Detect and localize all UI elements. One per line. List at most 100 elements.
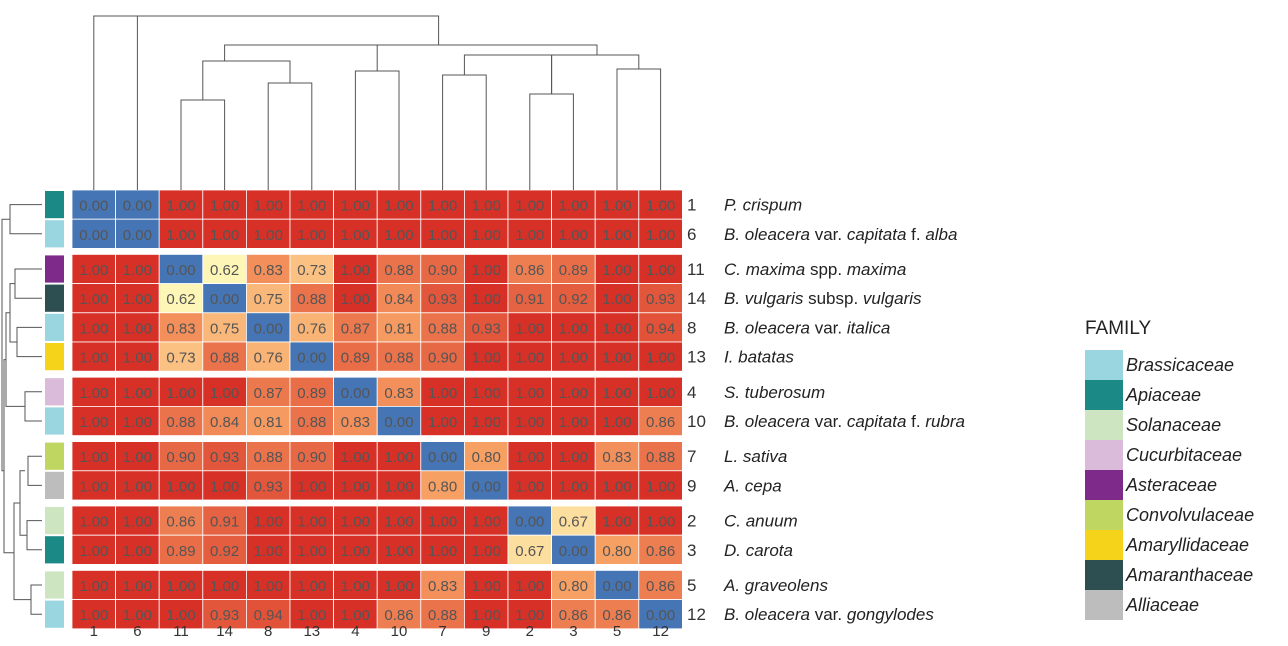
heatmap-cell [638, 253, 683, 284]
legend-label: Brassicaceae [1126, 354, 1235, 375]
cell-value: 1.00 [254, 227, 283, 244]
heatmap-cell [333, 441, 378, 472]
cell-value: 0.83 [166, 320, 195, 337]
heatmap-cell [202, 470, 247, 501]
family-strip-cell [45, 442, 64, 470]
heatmap-cell [463, 470, 509, 501]
cell-value: 1.00 [341, 227, 370, 244]
cell-value: 1.00 [79, 291, 108, 308]
cell-value: 1.00 [341, 198, 370, 215]
row-dendrogram-branch [26, 520, 42, 551]
cell-value: 1.00 [428, 198, 457, 215]
row-id-label: 6 [687, 225, 696, 244]
row-dendrogram-branch [16, 326, 42, 358]
column-id-label: 7 [438, 623, 446, 640]
legend-item: Amaryllidaceae [1085, 530, 1254, 560]
row-species-label: C. anuum [724, 512, 798, 531]
cell-value: 1.00 [210, 578, 239, 595]
cell-value: 0.86 [515, 262, 544, 279]
family-strip-cell [45, 407, 64, 435]
cell-value: 1.00 [559, 227, 588, 244]
heatmap-cell [638, 534, 683, 565]
column-id-label: 9 [482, 623, 490, 640]
heatmap-cell [420, 312, 465, 343]
legend-swatch [1085, 350, 1123, 380]
cell-value: 1.00 [166, 607, 195, 624]
cell-value: 1.00 [428, 543, 457, 560]
column-id-label: 8 [264, 623, 272, 640]
cell-value: 1.00 [472, 227, 501, 244]
cell-value: 0.62 [210, 262, 239, 279]
heatmap-cell [507, 505, 552, 536]
cell-value: 1.00 [297, 578, 326, 595]
heatmap-cell [202, 218, 247, 249]
heatmap-cell [638, 312, 683, 343]
cell-value: 0.92 [559, 291, 588, 308]
legend-item: Convolvulaceae [1085, 500, 1254, 530]
row-species-label: S. tuberosum [724, 383, 825, 402]
cell-value: 1.00 [166, 385, 195, 402]
heatmap-cell [376, 376, 422, 407]
cell-value: 1.00 [123, 320, 152, 337]
cell-value: 1.00 [646, 385, 675, 402]
heatmap-cell [245, 189, 291, 220]
cell-value: 0.75 [254, 291, 283, 308]
legend-label: Asteraceae [1126, 474, 1218, 495]
column-dendrogram-branch [202, 60, 291, 100]
row-id-label: 4 [687, 383, 696, 402]
cell-value: 1.00 [341, 607, 370, 624]
heatmap-cell [376, 570, 422, 601]
legend-swatch [1085, 530, 1123, 560]
cell-value: 0.90 [166, 449, 195, 466]
cell-value: 0.80 [559, 578, 588, 595]
heatmap-cell [158, 470, 204, 501]
cell-value: 1.00 [602, 478, 631, 495]
column-dendrogram-branch [267, 82, 313, 190]
cell-value: 0.91 [210, 514, 239, 531]
heatmap-cell [71, 376, 116, 407]
cell-value: 0.86 [646, 543, 675, 560]
heatmap-cell [420, 376, 465, 407]
cell-value: 1.00 [515, 478, 544, 495]
row-dendrogram-branch [5, 312, 25, 407]
cell-value: 1.00 [428, 414, 457, 431]
legend-item: Alliaceae [1085, 590, 1254, 620]
heatmap-cell [463, 283, 509, 314]
heatmap-cell [245, 599, 291, 630]
cell-value: 0.87 [254, 385, 283, 402]
column-id-label: 6 [133, 623, 141, 640]
heatmap-cell [115, 405, 160, 436]
cell-value: 1.00 [79, 262, 108, 279]
heatmap-cell [594, 341, 640, 372]
cell-value: 0.86 [646, 414, 675, 431]
cell-value: 0.73 [297, 262, 326, 279]
heatmap-cell [158, 599, 204, 630]
cell-value: 1.00 [515, 449, 544, 466]
row-species-label: A. graveolens [723, 576, 828, 595]
row-id-label: 12 [687, 605, 706, 624]
cell-value: 1.00 [79, 320, 108, 337]
heatmap-cell [551, 505, 596, 536]
heatmap-cell [507, 534, 552, 565]
cell-value: 1.00 [79, 478, 108, 495]
heatmap-cell [115, 341, 160, 372]
cell-value: 0.84 [384, 291, 413, 308]
heatmap-cell [376, 441, 422, 472]
cell-value: 0.83 [428, 578, 457, 595]
legend-label: Solanaceae [1126, 414, 1222, 435]
heatmap-cell [638, 570, 683, 601]
heatmap-cell [594, 189, 640, 220]
cell-value: 1.00 [472, 514, 501, 531]
cell-value: 0.00 [559, 543, 588, 560]
cell-value: 0.00 [646, 607, 675, 624]
cell-value: 0.90 [428, 350, 457, 367]
heatmap-cell [420, 253, 465, 284]
cell-value: 0.00 [472, 478, 501, 495]
heatmap-cell [333, 505, 378, 536]
column-dendrogram-branch [551, 54, 640, 94]
heatmap-cell [333, 312, 378, 343]
cell-value: 1.00 [384, 227, 413, 244]
heatmap-cell [158, 534, 204, 565]
cell-value: 0.89 [341, 350, 370, 367]
